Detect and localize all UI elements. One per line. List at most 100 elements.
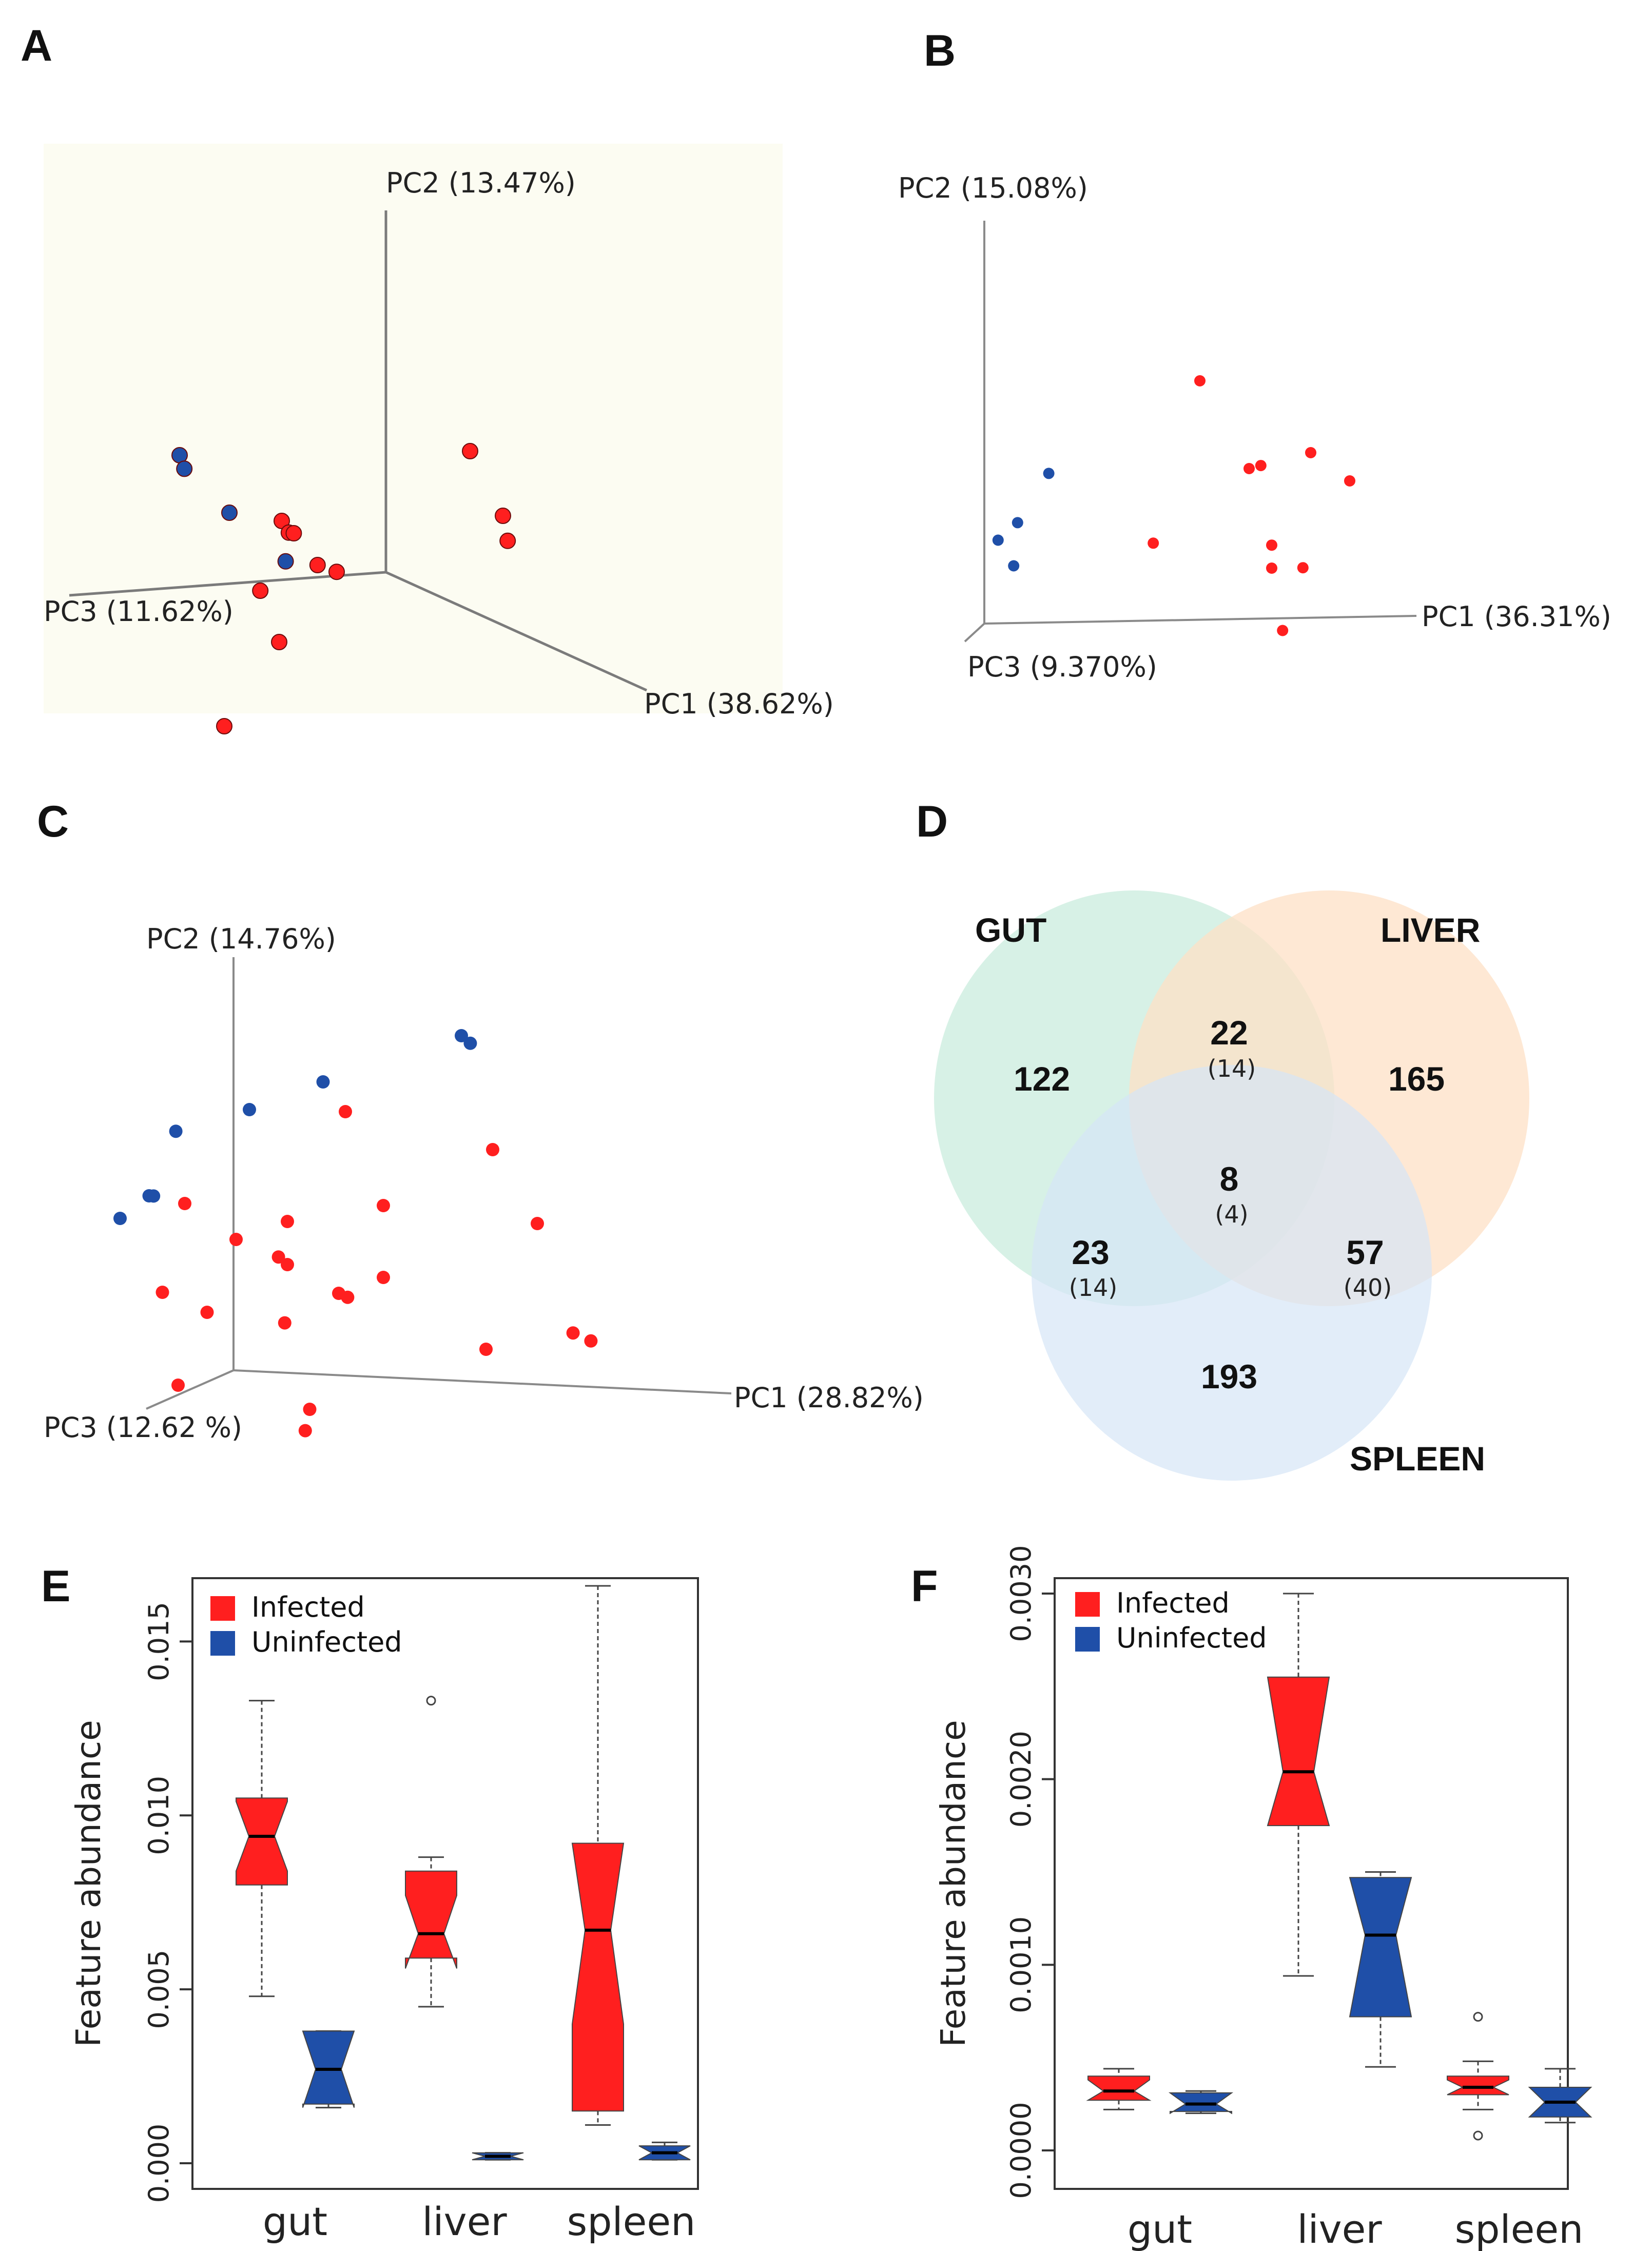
pcoa-c-point-infected-19: [303, 1403, 317, 1416]
venn-count-liver-spleen: 57: [1346, 1233, 1384, 1271]
boxplot-e-frame: [191, 1577, 699, 2190]
pcoa-c-point-infected-3: [281, 1215, 294, 1228]
legend-f-label-infected: Infected: [1116, 1587, 1230, 1619]
pcoa-b-label-pc2: PC2 (15.08%): [898, 172, 1088, 204]
pcoa-b-point-infected-0: [1194, 375, 1206, 386]
venn-set-label-liver: LIVER: [1381, 911, 1480, 949]
pcoa-c-point-infected-11: [531, 1217, 544, 1230]
pcoa-c-point-uninfected-6: [147, 1189, 161, 1203]
pcoa-c-label-pc1: PC1 (28.82%): [734, 1382, 924, 1414]
legend-e-label-uninfected: Uninfected: [251, 1626, 402, 1658]
pcoa-c-point-infected-16: [584, 1334, 598, 1348]
boxplot-f-category-liver: liver: [1297, 2206, 1382, 2251]
pcoa-a-point-infected-1: [495, 508, 511, 524]
boxplot-f-liver-infected-box: [1267, 1676, 1330, 1827]
pcoa-c-point-infected-2: [178, 1197, 191, 1210]
pcoa-c-point-uninfected-0: [455, 1029, 468, 1042]
pcoa-b-point-infected-4: [1344, 475, 1355, 487]
pcoa-a-point-infected-9: [271, 634, 287, 650]
pcoa-c-point-infected-18: [171, 1379, 185, 1392]
pcoa-b-point-infected-7: [1266, 562, 1277, 574]
pcoa-c-point-infected-13: [200, 1306, 214, 1319]
pcoa-c-point-uninfected-3: [243, 1103, 256, 1116]
boxplot-f-gut-infected-box: [1086, 2075, 1152, 2101]
boxplot-e-category-liver: liver: [422, 2199, 507, 2244]
boxplot-e-category-spleen: spleen: [567, 2199, 696, 2244]
venn-circle-spleen: [1032, 1065, 1432, 1481]
pcoa-c-point-uninfected-1: [463, 1036, 477, 1050]
pcoa-plot-a: PC2 (13.47%) PC3 (11.62%) PC1 (38.62%): [44, 144, 834, 734]
boxplot-f-ytick-label-1: 0.0010: [1005, 1916, 1037, 2013]
pcoa-a-point-infected-5: [285, 525, 302, 541]
boxplot-f-category-spleen: spleen: [1455, 2206, 1584, 2251]
pcoa-b-axis-pc1: [984, 615, 1417, 625]
legend-e-label-infected: Infected: [251, 1591, 365, 1623]
venn-sub-all: (4): [1215, 1200, 1248, 1228]
legend-f-swatch-uninfected: [1075, 1627, 1100, 1652]
pcoa-a-label-pc3: PC3 (11.62%): [44, 595, 234, 628]
pcoa-a-point-infected-6: [309, 557, 326, 573]
pcoa-b-label-pc1: PC1 (36.31%): [1422, 600, 1611, 633]
venn-count-gut-only: 122: [1014, 1060, 1070, 1098]
venn-count-spleen-only: 193: [1201, 1357, 1257, 1395]
pcoa-a-background: [44, 144, 783, 713]
boxplot-e-liver-infected-box: [405, 1870, 457, 1969]
pcoa-a-point-uninfected-1: [176, 460, 193, 477]
pcoa-c-label-pc2: PC2 (14.76%): [146, 923, 336, 955]
pcoa-plot-c: PC2 (14.76%) PC1 (28.82%) PC3 (12.62 %): [44, 923, 924, 1444]
legend-e-swatch-infected: [210, 1596, 235, 1621]
pcoa-c-point-infected-9: [341, 1290, 355, 1304]
venn-sub-gut-spleen: (14): [1069, 1274, 1117, 1302]
pcoa-b-point-infected-8: [1297, 562, 1309, 574]
pcoa-a-point-infected-7: [328, 564, 345, 580]
pcoa-b-point-uninfected-3: [1008, 560, 1020, 572]
pcoa-a-label-pc1: PC1 (38.62%): [644, 688, 834, 720]
venn-diagram: GUT LIVER SPLEEN 122 165 193 22 (14) 23 …: [934, 890, 1529, 1481]
pcoa-b-point-uninfected-1: [1012, 517, 1023, 529]
pcoa-c-point-infected-17: [479, 1343, 493, 1356]
pcoa-c-point-infected-6: [271, 1250, 285, 1264]
panel-letter-f: F: [911, 1562, 938, 1611]
pcoa-c-point-infected-15: [566, 1326, 580, 1340]
pcoa-c-point-infected-1: [486, 1143, 499, 1156]
boxplot-e-spleen-infected-box: [571, 1842, 625, 2112]
panel-letter-c: C: [37, 797, 69, 846]
pcoa-b-label-pc3: PC3 (9.370%): [967, 651, 1157, 683]
boxplot-e-ylabel: Feature abundance: [69, 1720, 108, 2047]
pcoa-b-point-uninfected-2: [992, 534, 1004, 546]
pcoa-a-point-infected-0: [462, 443, 478, 459]
venn-count-liver-only: 165: [1388, 1060, 1445, 1098]
pcoa-c-label-pc3: PC3 (12.62 %): [44, 1411, 242, 1444]
pcoa-c-point-infected-14: [278, 1316, 291, 1330]
venn-sub-gut-liver: (14): [1208, 1055, 1256, 1082]
boxplot-f-spleen-infected-outlier-0: [1473, 2012, 1483, 2022]
pcoa-c-point-infected-4: [377, 1199, 390, 1212]
boxplot-f-liver-uninfected-box: [1349, 1877, 1412, 2017]
panel-letter-e: E: [41, 1562, 70, 1611]
pcoa-b-point-infected-9: [1277, 625, 1289, 636]
boxplot-e-gut-infected-box: [236, 1797, 288, 1886]
pcoa-plot-b: PC2 (15.08%) PC1 (36.31%) PC3 (9.370%): [898, 172, 1611, 683]
pcoa-a-label-pc2: PC2 (13.47%): [386, 167, 576, 199]
boxplot-f-frame: [1054, 1577, 1569, 2190]
panel-letter-d: D: [916, 797, 948, 846]
boxplot-e-ytick-label-3: 0.015: [143, 1602, 175, 1681]
venn-count-gut-spleen: 23: [1072, 1233, 1109, 1271]
pcoa-a-point-uninfected-3: [277, 553, 294, 570]
pcoa-c-point-infected-5: [229, 1233, 243, 1246]
boxplot-e-ytick-label-0: 0.000: [143, 2124, 175, 2203]
pcoa-a-point-infected-8: [252, 583, 269, 599]
boxplot-f-ytick-label-0: 0.0000: [1005, 2102, 1037, 2199]
pcoa-b-point-infected-5: [1148, 537, 1159, 549]
boxplot-f-ylabel: Feature abundance: [934, 1720, 973, 2047]
panel-letter-a: A: [21, 21, 52, 70]
pcoa-c-point-uninfected-7: [113, 1212, 127, 1225]
pcoa-a-axis-pc1: [385, 571, 648, 692]
pcoa-c-point-uninfected-2: [316, 1075, 330, 1089]
boxplot-f-spleen-infected-outlier-1: [1473, 2130, 1483, 2141]
pcoa-c-point-infected-0: [339, 1105, 352, 1118]
venn-count-gut-liver: 22: [1210, 1014, 1248, 1052]
pcoa-b-axis-pc3: [964, 623, 985, 643]
pcoa-c-axis-pc1: [233, 1369, 732, 1394]
